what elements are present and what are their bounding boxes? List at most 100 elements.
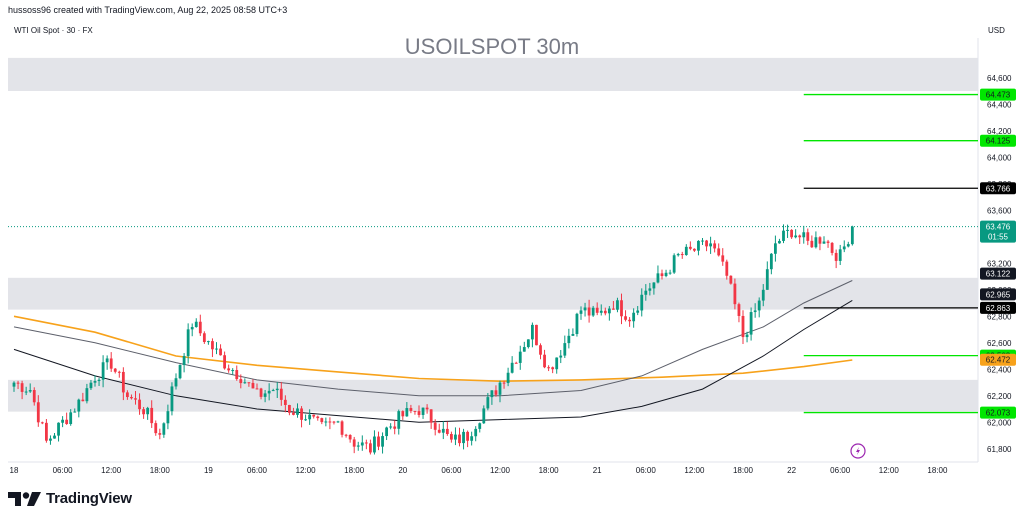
tradingview-logo[interactable]: TradingView [8, 490, 132, 507]
candle-body [547, 367, 550, 369]
candle-body [198, 321, 202, 334]
candle-body [85, 388, 89, 402]
candle-body [745, 334, 749, 338]
candle-body [65, 419, 69, 425]
price-tick-label: 62,400 [987, 365, 1012, 374]
level-price-tag [980, 182, 1016, 195]
candle-body [28, 390, 32, 392]
price-tick-label: 62,000 [987, 418, 1012, 427]
candle-body [445, 428, 449, 435]
candle-body [364, 442, 368, 444]
candle-body [652, 282, 656, 289]
candle-body [89, 382, 93, 389]
candle-body [842, 246, 846, 250]
candle-body [393, 426, 397, 429]
candle-body [271, 390, 275, 392]
candle-body [684, 246, 688, 255]
time-tick-label: 19 [204, 466, 213, 475]
time-tick-label: 18:00 [150, 466, 171, 475]
candle-body [458, 434, 461, 444]
candle-body [300, 408, 303, 420]
candle-body [332, 421, 336, 423]
candle-body [344, 434, 348, 436]
candle-body [518, 351, 522, 363]
candle-body [360, 442, 364, 446]
candle-body [660, 273, 664, 277]
candle-body [486, 397, 490, 409]
price-tag-label: 63.122 [986, 270, 1011, 279]
time-tick-label: 06:00 [441, 466, 462, 475]
price-axis: 61,80062,00062,20062,40062,60062,80063,0… [987, 74, 1012, 454]
candle-body [786, 229, 789, 231]
level-price-label: 62.073 [986, 409, 1011, 418]
time-tick-label: 06:00 [636, 466, 657, 475]
candle-body [24, 391, 28, 393]
candle-body [20, 383, 24, 392]
candle-body [717, 248, 721, 256]
candle-body [535, 324, 538, 346]
candle-body [802, 232, 806, 238]
candle-body [616, 300, 619, 310]
candle-body [441, 428, 445, 433]
candle-body [490, 390, 494, 398]
time-tick-label: 18:00 [539, 466, 560, 475]
time-tick-label: 06:00 [830, 466, 851, 475]
candle-body [324, 421, 328, 423]
candle-body [154, 423, 158, 434]
candle-body [454, 434, 457, 440]
candle-body [288, 404, 291, 413]
candle-body [57, 422, 60, 436]
candle-body [502, 382, 506, 384]
level-price-tag [980, 134, 1016, 147]
candle-body [255, 388, 259, 390]
candle-body [753, 310, 757, 313]
candle-body [478, 423, 482, 429]
time-tick-label: 06:00 [247, 466, 268, 475]
candle-body [105, 358, 109, 363]
price-tick-label: 63,600 [987, 206, 1012, 215]
candle-body [223, 355, 226, 369]
candle-body [603, 310, 607, 314]
candle-body [624, 316, 627, 320]
candle-body [207, 341, 210, 343]
candle-body [506, 372, 510, 383]
candle-body [296, 408, 299, 415]
candle-body [146, 407, 150, 415]
candle-body [644, 290, 648, 295]
candle-body [559, 355, 563, 358]
price-tag-label: 62.472 [986, 356, 1011, 365]
candle-body [417, 411, 421, 415]
candle-body [150, 407, 154, 424]
flash-icon[interactable] [850, 443, 866, 459]
supply-demand-zones [8, 57, 978, 412]
candle-body [741, 315, 745, 338]
candle-body [121, 371, 125, 393]
price-tick-label: 61,800 [987, 445, 1012, 454]
candle-body [316, 416, 320, 419]
candle-body [539, 345, 542, 355]
candle-body [697, 240, 700, 251]
candlesticks [12, 224, 854, 455]
candle-body [701, 240, 704, 242]
candle-body [567, 335, 571, 344]
candle-body [668, 272, 672, 274]
candle-body [733, 283, 737, 305]
candle-body [263, 393, 267, 397]
price-tag-label: 62.965 [986, 290, 1011, 299]
candle-body [227, 368, 231, 371]
candle-body [790, 229, 793, 238]
candle-body [810, 240, 814, 248]
candle-body [498, 382, 502, 395]
time-tick-label: 18:00 [344, 466, 365, 475]
candle-body [830, 242, 834, 253]
candle-body [474, 428, 478, 437]
time-tick-label: 18 [10, 466, 19, 475]
candle-body [583, 307, 587, 311]
level-price-label: 63.766 [986, 184, 1011, 193]
candle-body [648, 288, 652, 291]
candle-body [494, 390, 498, 395]
candle-body [778, 240, 781, 244]
candle-body [32, 390, 36, 403]
